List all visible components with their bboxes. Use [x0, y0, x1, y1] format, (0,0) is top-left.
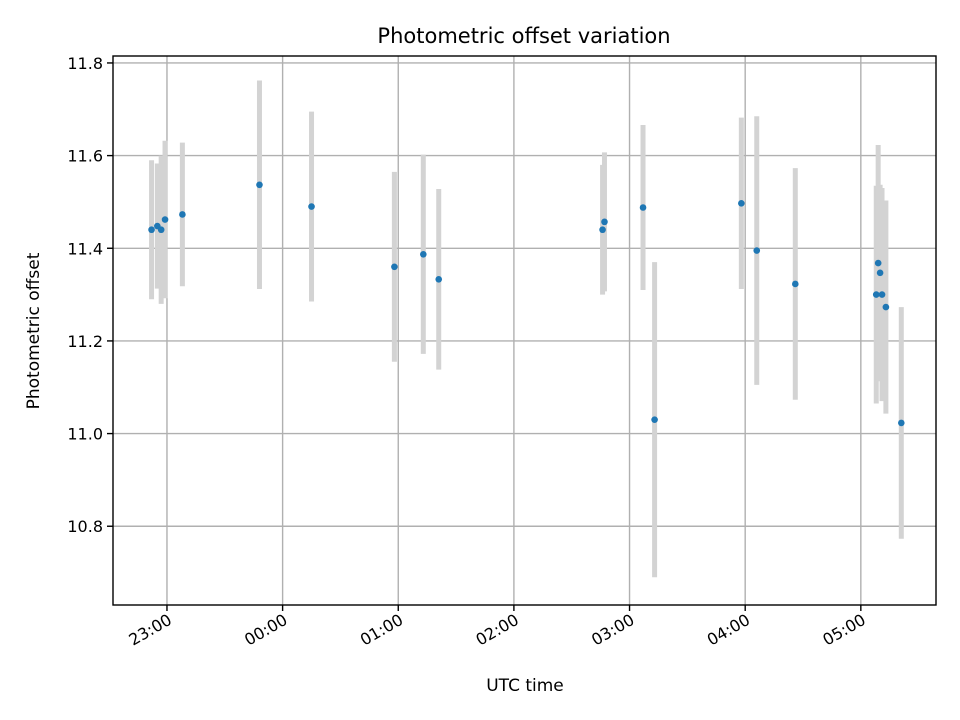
data-point	[882, 303, 890, 311]
y-tick-label: 11.0	[67, 425, 103, 444]
data-point	[256, 181, 263, 189]
data-point	[872, 291, 880, 298]
y-tick-label: 11.8	[67, 54, 103, 73]
chart-title: Photometric offset variation	[377, 24, 670, 48]
x-tick-label: 04:00	[704, 610, 753, 650]
y-tick-label: 11.2	[67, 332, 103, 351]
data-point	[753, 247, 761, 254]
data-point	[157, 226, 165, 234]
data-point	[420, 250, 427, 258]
data-point	[878, 291, 886, 298]
data-point	[876, 269, 884, 277]
data-point	[639, 204, 647, 211]
x-tick-label: 23:00	[126, 610, 175, 650]
data-point	[391, 263, 398, 271]
x-tick-label: 01:00	[357, 610, 406, 650]
data-point	[651, 416, 658, 423]
data-point	[148, 226, 155, 234]
data-point	[161, 216, 169, 223]
data-point	[898, 419, 905, 427]
data-point	[601, 218, 608, 226]
x-tick-label: 05:00	[819, 610, 868, 650]
data-point	[599, 226, 606, 234]
data-point	[179, 211, 186, 218]
y-tick-label: 11.4	[67, 239, 103, 258]
y-tick-label: 10.8	[67, 517, 103, 536]
grid	[113, 56, 936, 605]
data-point	[308, 203, 315, 210]
y-tick-label: 11.6	[67, 147, 103, 166]
x-tick-label: 00:00	[241, 610, 290, 650]
x-tick-label: 03:00	[588, 610, 637, 650]
data-point	[791, 280, 799, 288]
data-point	[738, 200, 745, 207]
data-point	[435, 276, 443, 283]
axis-ticks: 23:00 00:00 01:00 02:00 03:00 04:00 05:00 10.8 1…	[67, 54, 868, 650]
y-axis-label: Photometric offset	[24, 252, 44, 409]
plot-frame	[112, 55, 937, 606]
data-points	[148, 181, 905, 427]
x-axis-label: UTC time	[486, 676, 564, 696]
x-tick-label: 02:00	[472, 610, 521, 650]
data-point	[874, 259, 882, 267]
